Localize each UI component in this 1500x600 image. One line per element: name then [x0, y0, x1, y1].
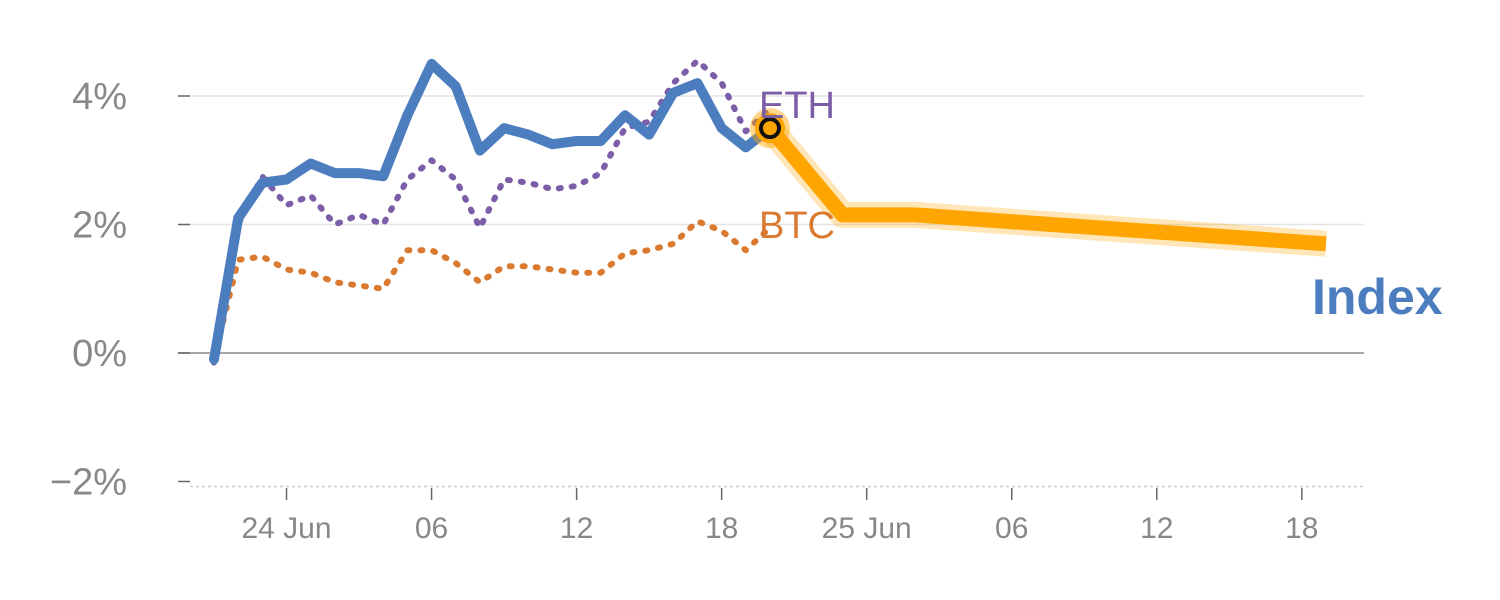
x-tick-label: 18 [705, 512, 738, 545]
series-labels: ETH BTC Index [759, 85, 1443, 325]
x-tick-label: 25 Jun [822, 512, 912, 545]
projection-line [764, 123, 1327, 252]
y-tick-label: 4% [72, 76, 127, 118]
series-label-btc: BTC [759, 205, 835, 247]
y-tick-label: 2% [72, 205, 127, 247]
series-label-index: Index [1312, 269, 1443, 325]
x-tick-label: 18 [1285, 512, 1318, 545]
x-tick-label: 12 [560, 512, 593, 545]
series-line-index [209, 58, 775, 365]
y-tick-label: 0% [72, 333, 127, 375]
y-tick-label: −2% [50, 462, 127, 504]
series-label-eth: ETH [759, 85, 835, 127]
series-line-btc [211, 218, 773, 363]
gridlines [178, 95, 1364, 488]
x-tick-label: 12 [1140, 512, 1173, 545]
series-lines [209, 57, 1327, 366]
axes: 4% 2% 0% −2% 24 Jun 06 12 18 25 Jun 06 12 18 [50, 76, 1319, 545]
current-point-marker [759, 117, 781, 140]
x-tick-label: 24 Jun [241, 512, 331, 545]
x-tick-label: 06 [415, 512, 448, 545]
x-tick-label: 06 [995, 512, 1028, 545]
series-line-eth [211, 57, 773, 366]
